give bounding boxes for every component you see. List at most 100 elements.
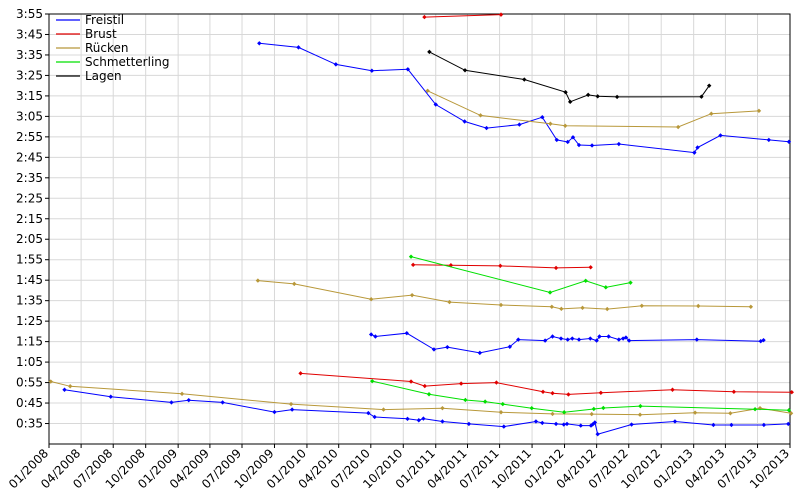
y-tick-label: 1:45 [16,273,43,287]
series-freistil-2 [257,41,792,155]
data-point [67,384,73,389]
data-point [696,303,701,309]
data-point [554,137,559,143]
data-point [561,422,567,427]
data-point [567,99,573,105]
data-point [62,387,67,392]
data-point [559,306,564,312]
data-point [626,338,632,343]
data-point [731,389,737,394]
data-point [498,263,503,269]
data-point [623,335,629,340]
series-brust-5 [422,12,504,20]
data-point [692,150,697,155]
data-point [564,421,570,427]
y-tick-label: 2:45 [16,150,43,164]
data-point [257,41,262,46]
data-point [542,338,548,343]
data-point [553,421,559,427]
data-point [548,121,553,126]
data-point [565,139,570,145]
data-point [431,347,437,352]
data-point [614,94,620,100]
data-point [670,387,675,392]
data-point [494,380,499,385]
data-point [592,420,598,425]
legend-label: Brust [85,27,117,41]
data-point [255,278,261,283]
data-point [410,262,416,268]
data-point [637,412,643,417]
data-point [440,405,445,411]
data-point [533,419,539,424]
data-point [409,292,415,298]
data-point [416,418,421,423]
plot-frame [48,13,791,445]
data-point [718,133,723,138]
y-tick-label: 2:25 [16,191,43,205]
data-point [547,290,553,295]
y-tick-label: 0:35 [16,417,43,431]
data-point [462,68,468,73]
data-point [786,421,791,427]
data-point [603,285,609,290]
series-line [257,280,751,310]
data-point [466,421,472,427]
data-point [272,409,277,415]
series-line [429,51,710,103]
y-tick-label: 1:55 [16,253,43,267]
data-point [570,135,576,140]
data-point [588,423,594,428]
data-point [529,405,534,411]
data-point [220,400,225,405]
y-tick-label: 3:15 [16,89,43,103]
series-line [64,389,789,435]
grid [48,13,791,444]
data-point [583,278,588,284]
y-tick-label: 2:35 [16,171,43,185]
legend-label: Lagen [85,69,122,83]
data-point [366,410,371,416]
data-point [501,424,507,429]
data-point [761,422,767,428]
series-line [50,381,792,416]
y-tick-label: 1:35 [16,294,43,308]
data-point [381,407,386,412]
data-point [433,102,438,107]
legend-label: Schmetterling [85,55,170,69]
legend-label: Freistil [85,13,124,27]
series-line [410,256,631,294]
series-line [424,14,502,18]
data-point [550,411,555,417]
y-tick-label: 3:25 [16,68,43,82]
data-point [186,397,191,403]
data-point [752,406,758,412]
data-point [589,411,594,417]
series-rcken-7 [255,278,754,312]
data-point [591,406,597,412]
y-tick-label: 3:45 [16,27,43,41]
legend-label: Rücken [85,41,129,55]
data-point [422,383,427,389]
data-point [540,115,545,120]
data-point [597,334,602,339]
data-point [368,297,374,302]
data-point [558,336,564,341]
series-brust-4 [410,262,593,271]
series-group [48,12,794,437]
data-point [482,399,488,404]
data-point [761,337,766,343]
data-point [427,49,432,55]
data-point [298,371,303,376]
data-point [498,302,504,308]
data-point [578,423,583,428]
data-point [563,123,568,128]
y-tick-label: 0:55 [16,376,43,390]
data-point [711,422,716,428]
y-tick-label: 2:05 [16,232,43,246]
data-point [786,139,792,144]
y-tick-label: 1:25 [16,314,43,328]
data-point [477,350,483,356]
data-point [288,401,294,407]
